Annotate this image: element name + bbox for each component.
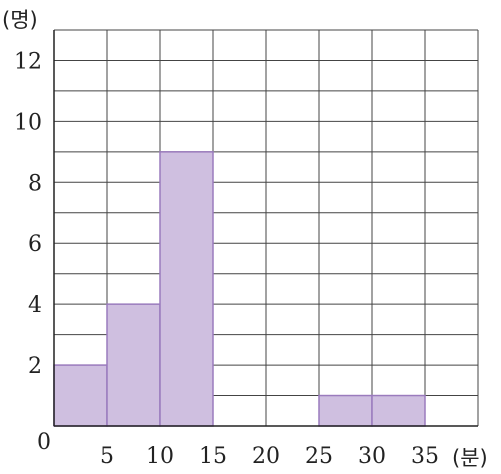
bars (53, 151, 426, 427)
x-tick-label: 25 (305, 444, 333, 469)
x-tick-label: 30 (358, 444, 386, 469)
tick-labels: 2 4 6 8 10 12 0 5 10 15 20 25 30 35 (14, 49, 439, 469)
axes (53, 30, 478, 427)
x-tick-label: 5 (100, 444, 114, 469)
x-tick-label: 20 (252, 444, 280, 469)
y-tick-label: 4 (28, 293, 42, 318)
y-tick-label: 2 (28, 354, 42, 379)
y-tick-label: 8 (28, 171, 42, 196)
y-tick-label: 6 (28, 232, 42, 257)
x-tick-label: 15 (199, 444, 227, 469)
bar-0-5 (53, 364, 108, 427)
y-tick-label: 12 (14, 49, 42, 74)
y-tick-label: 10 (14, 110, 42, 135)
bar-30-35 (371, 394, 426, 427)
bar-5-10 (106, 303, 161, 427)
x-tick-label: 0 (37, 430, 51, 455)
bar-10-15 (159, 151, 214, 427)
x-tick-label: 10 (146, 444, 174, 469)
x-unit-label: (분) (452, 446, 488, 470)
x-tick-label: 35 (411, 444, 439, 469)
y-unit-label: (명) (2, 8, 38, 32)
bar-25-30 (318, 394, 373, 427)
